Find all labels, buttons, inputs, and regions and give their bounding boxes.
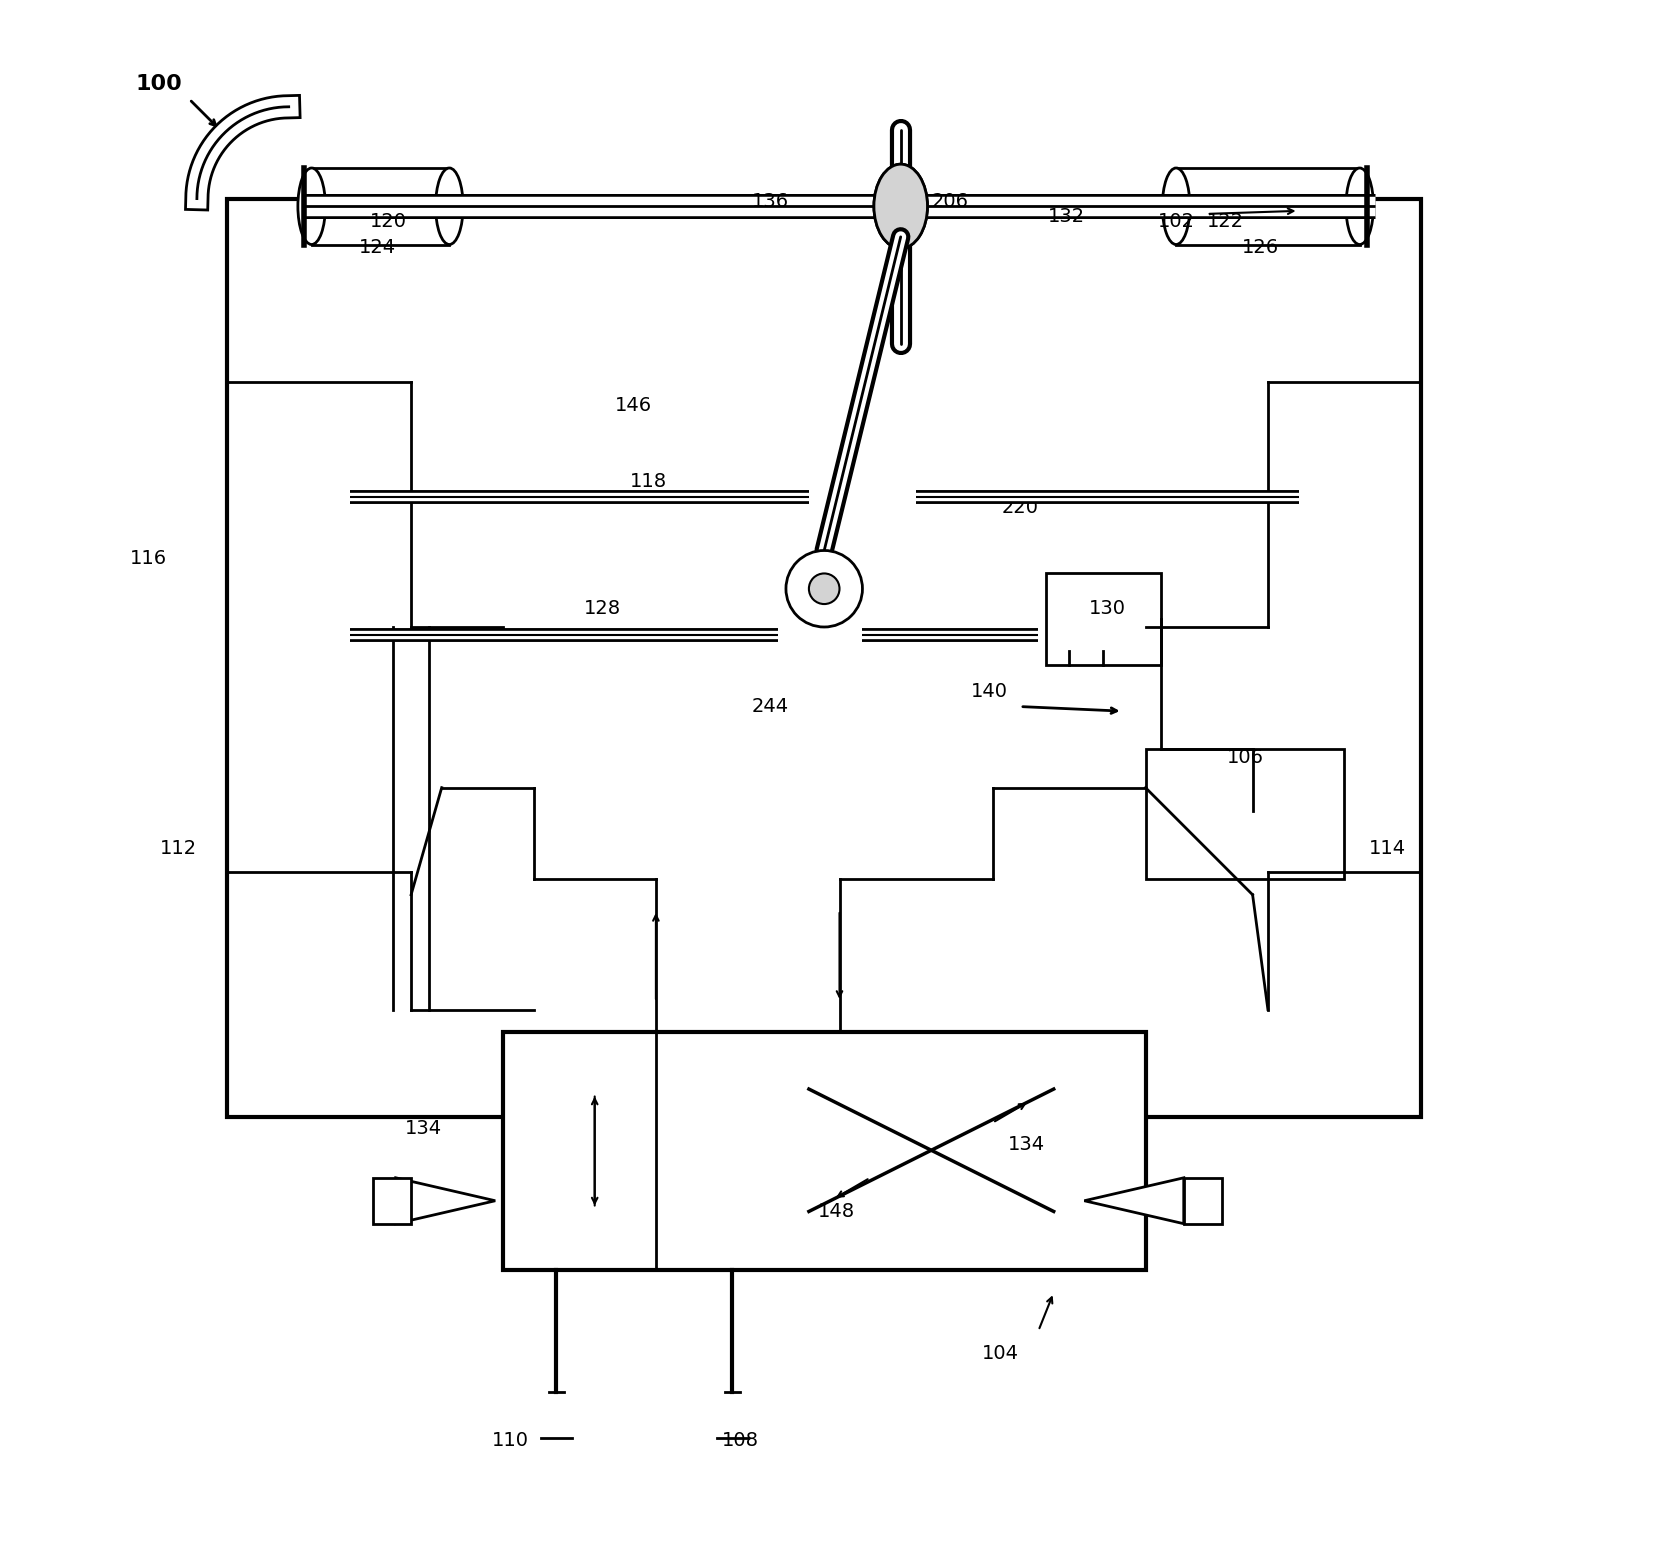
Text: 106: 106 bbox=[1226, 747, 1264, 766]
Text: 124: 124 bbox=[359, 239, 396, 257]
Text: 220: 220 bbox=[1002, 498, 1039, 518]
Text: 122: 122 bbox=[1207, 212, 1244, 231]
Text: 128: 128 bbox=[584, 599, 621, 618]
Text: 118: 118 bbox=[630, 473, 667, 491]
Text: 134: 134 bbox=[405, 1120, 442, 1139]
Text: 104: 104 bbox=[982, 1345, 1019, 1363]
Ellipse shape bbox=[875, 164, 927, 248]
Bar bbox=[1175, 168, 1360, 245]
Bar bbox=[312, 168, 450, 245]
Text: 132: 132 bbox=[1048, 207, 1085, 226]
Ellipse shape bbox=[435, 168, 463, 245]
Bar bbox=[373, 1178, 411, 1223]
Text: 134: 134 bbox=[1007, 1134, 1044, 1154]
Text: 130: 130 bbox=[1088, 599, 1125, 618]
Text: 126: 126 bbox=[1242, 239, 1279, 257]
Text: 108: 108 bbox=[722, 1432, 759, 1451]
Text: 112: 112 bbox=[160, 839, 196, 858]
Polygon shape bbox=[396, 1178, 495, 1223]
Text: 146: 146 bbox=[615, 396, 651, 415]
Bar bbox=[504, 1033, 1145, 1270]
Ellipse shape bbox=[1347, 168, 1373, 245]
Text: 148: 148 bbox=[818, 1201, 855, 1221]
Bar bbox=[1184, 1178, 1222, 1223]
Circle shape bbox=[809, 574, 840, 604]
Text: 206: 206 bbox=[932, 192, 969, 211]
Text: 244: 244 bbox=[752, 697, 789, 716]
Text: 114: 114 bbox=[1368, 839, 1405, 858]
Text: 116: 116 bbox=[129, 549, 166, 568]
Ellipse shape bbox=[875, 164, 927, 248]
Text: 102: 102 bbox=[1157, 212, 1194, 231]
Ellipse shape bbox=[1162, 168, 1190, 245]
Bar bbox=[1145, 749, 1345, 880]
Text: 140: 140 bbox=[970, 682, 1007, 700]
Text: 100: 100 bbox=[136, 73, 181, 94]
Polygon shape bbox=[1085, 1178, 1184, 1223]
Circle shape bbox=[786, 551, 863, 627]
Bar bbox=[1046, 574, 1160, 665]
Text: 120: 120 bbox=[369, 212, 406, 231]
Ellipse shape bbox=[297, 168, 326, 245]
Text: 110: 110 bbox=[492, 1432, 529, 1451]
Bar bbox=[227, 198, 1420, 1117]
Text: 136: 136 bbox=[752, 192, 789, 211]
